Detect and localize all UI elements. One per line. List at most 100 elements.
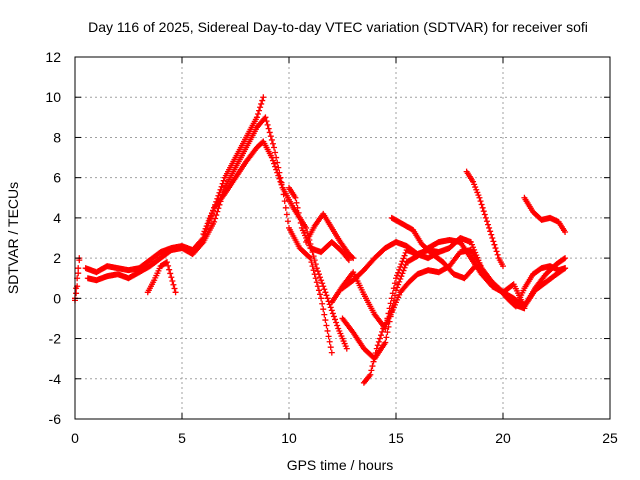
data-point [478,201,485,208]
data-point [334,322,341,329]
data-point [259,97,266,104]
data-point [295,209,302,216]
data-point [312,261,319,268]
data-point [327,304,334,311]
y-axis-label: SDTVAR / TECUs [5,182,21,294]
series-track-p [521,194,569,235]
y-tick-label: -2 [49,331,62,347]
y-tick-label: -6 [49,411,62,427]
data-point [562,255,569,262]
y-tick-label: 10 [45,89,61,105]
data-point [487,228,494,235]
series-track-g [286,184,352,264]
data-point [488,231,495,238]
data-point [393,275,399,282]
data-point [171,285,178,292]
tick-labels: 0 5 10 15 20 25 -6 -4 -2 0 2 4 6 8 10 12 [45,49,618,446]
data-point [73,285,80,292]
data-point [470,178,477,185]
data-point [164,259,171,266]
data-point [321,311,328,318]
data-point [394,284,401,291]
data-point [486,224,493,231]
data-point [399,258,406,265]
data-point [397,263,404,270]
data-point [396,278,403,285]
series-track-i [328,235,569,332]
data-point [521,305,528,312]
data-point [494,251,501,258]
data-point [383,334,390,341]
x-tick-label: 10 [281,430,297,446]
data-point [172,289,179,296]
grid [75,57,610,419]
data-point [310,253,317,260]
data-point [366,373,373,380]
chart-title: Day 116 of 2025, Sidereal Day-to-day VTE… [88,19,588,35]
data-point [262,114,269,121]
data-point [281,198,288,205]
data-point [311,257,318,264]
series-track-n [463,168,506,270]
data-point [165,262,172,269]
data-point [266,129,273,136]
data-point [317,291,324,298]
x-tick-label: 0 [71,430,79,446]
data-point [500,263,506,270]
data-point [294,204,301,211]
data-point [264,121,271,128]
data-point [73,290,80,297]
data-point [274,169,281,176]
data-point [213,212,220,219]
data-point [379,328,386,335]
data-point [260,94,267,101]
data-point [314,268,321,275]
data-point [319,300,326,307]
data-point [393,287,399,294]
data-point [398,261,405,268]
series-track-d [84,114,335,356]
data-point [372,349,379,356]
data-point [475,192,482,199]
data-point [493,248,500,255]
y-tick-label: 2 [53,250,61,266]
data-point [293,199,300,206]
data-point [400,255,407,262]
data-point [318,295,325,302]
data-point [292,194,299,201]
x-tick-label: 5 [178,430,186,446]
data-point [75,270,82,277]
data-point [562,228,569,235]
data-point [212,215,219,222]
plot-frame [74,56,611,420]
series-track-f [200,138,350,352]
data-point [373,345,380,352]
data-point [324,295,331,302]
data-point [396,266,403,273]
data-point [472,184,479,191]
data-point [374,342,381,349]
data-point [277,178,284,185]
data-point [218,183,225,190]
data-point [324,327,331,334]
data-point [471,264,478,271]
y-tick-label: 6 [53,170,61,186]
data-point [402,261,409,268]
data-point [312,275,319,282]
data-point [257,104,264,111]
x-tick-label: 15 [388,430,404,446]
data-point [472,263,479,270]
data-point [368,367,375,374]
data-point [398,273,405,280]
series-track-e [144,259,179,296]
data-point [169,277,176,284]
data-point [343,345,350,352]
x-tick-label: 25 [602,430,618,446]
series-track-m [388,214,479,282]
series-track-h [303,210,357,262]
data-point [272,163,279,170]
data-point [376,335,383,342]
data-point [327,344,334,351]
data-point [272,149,279,156]
